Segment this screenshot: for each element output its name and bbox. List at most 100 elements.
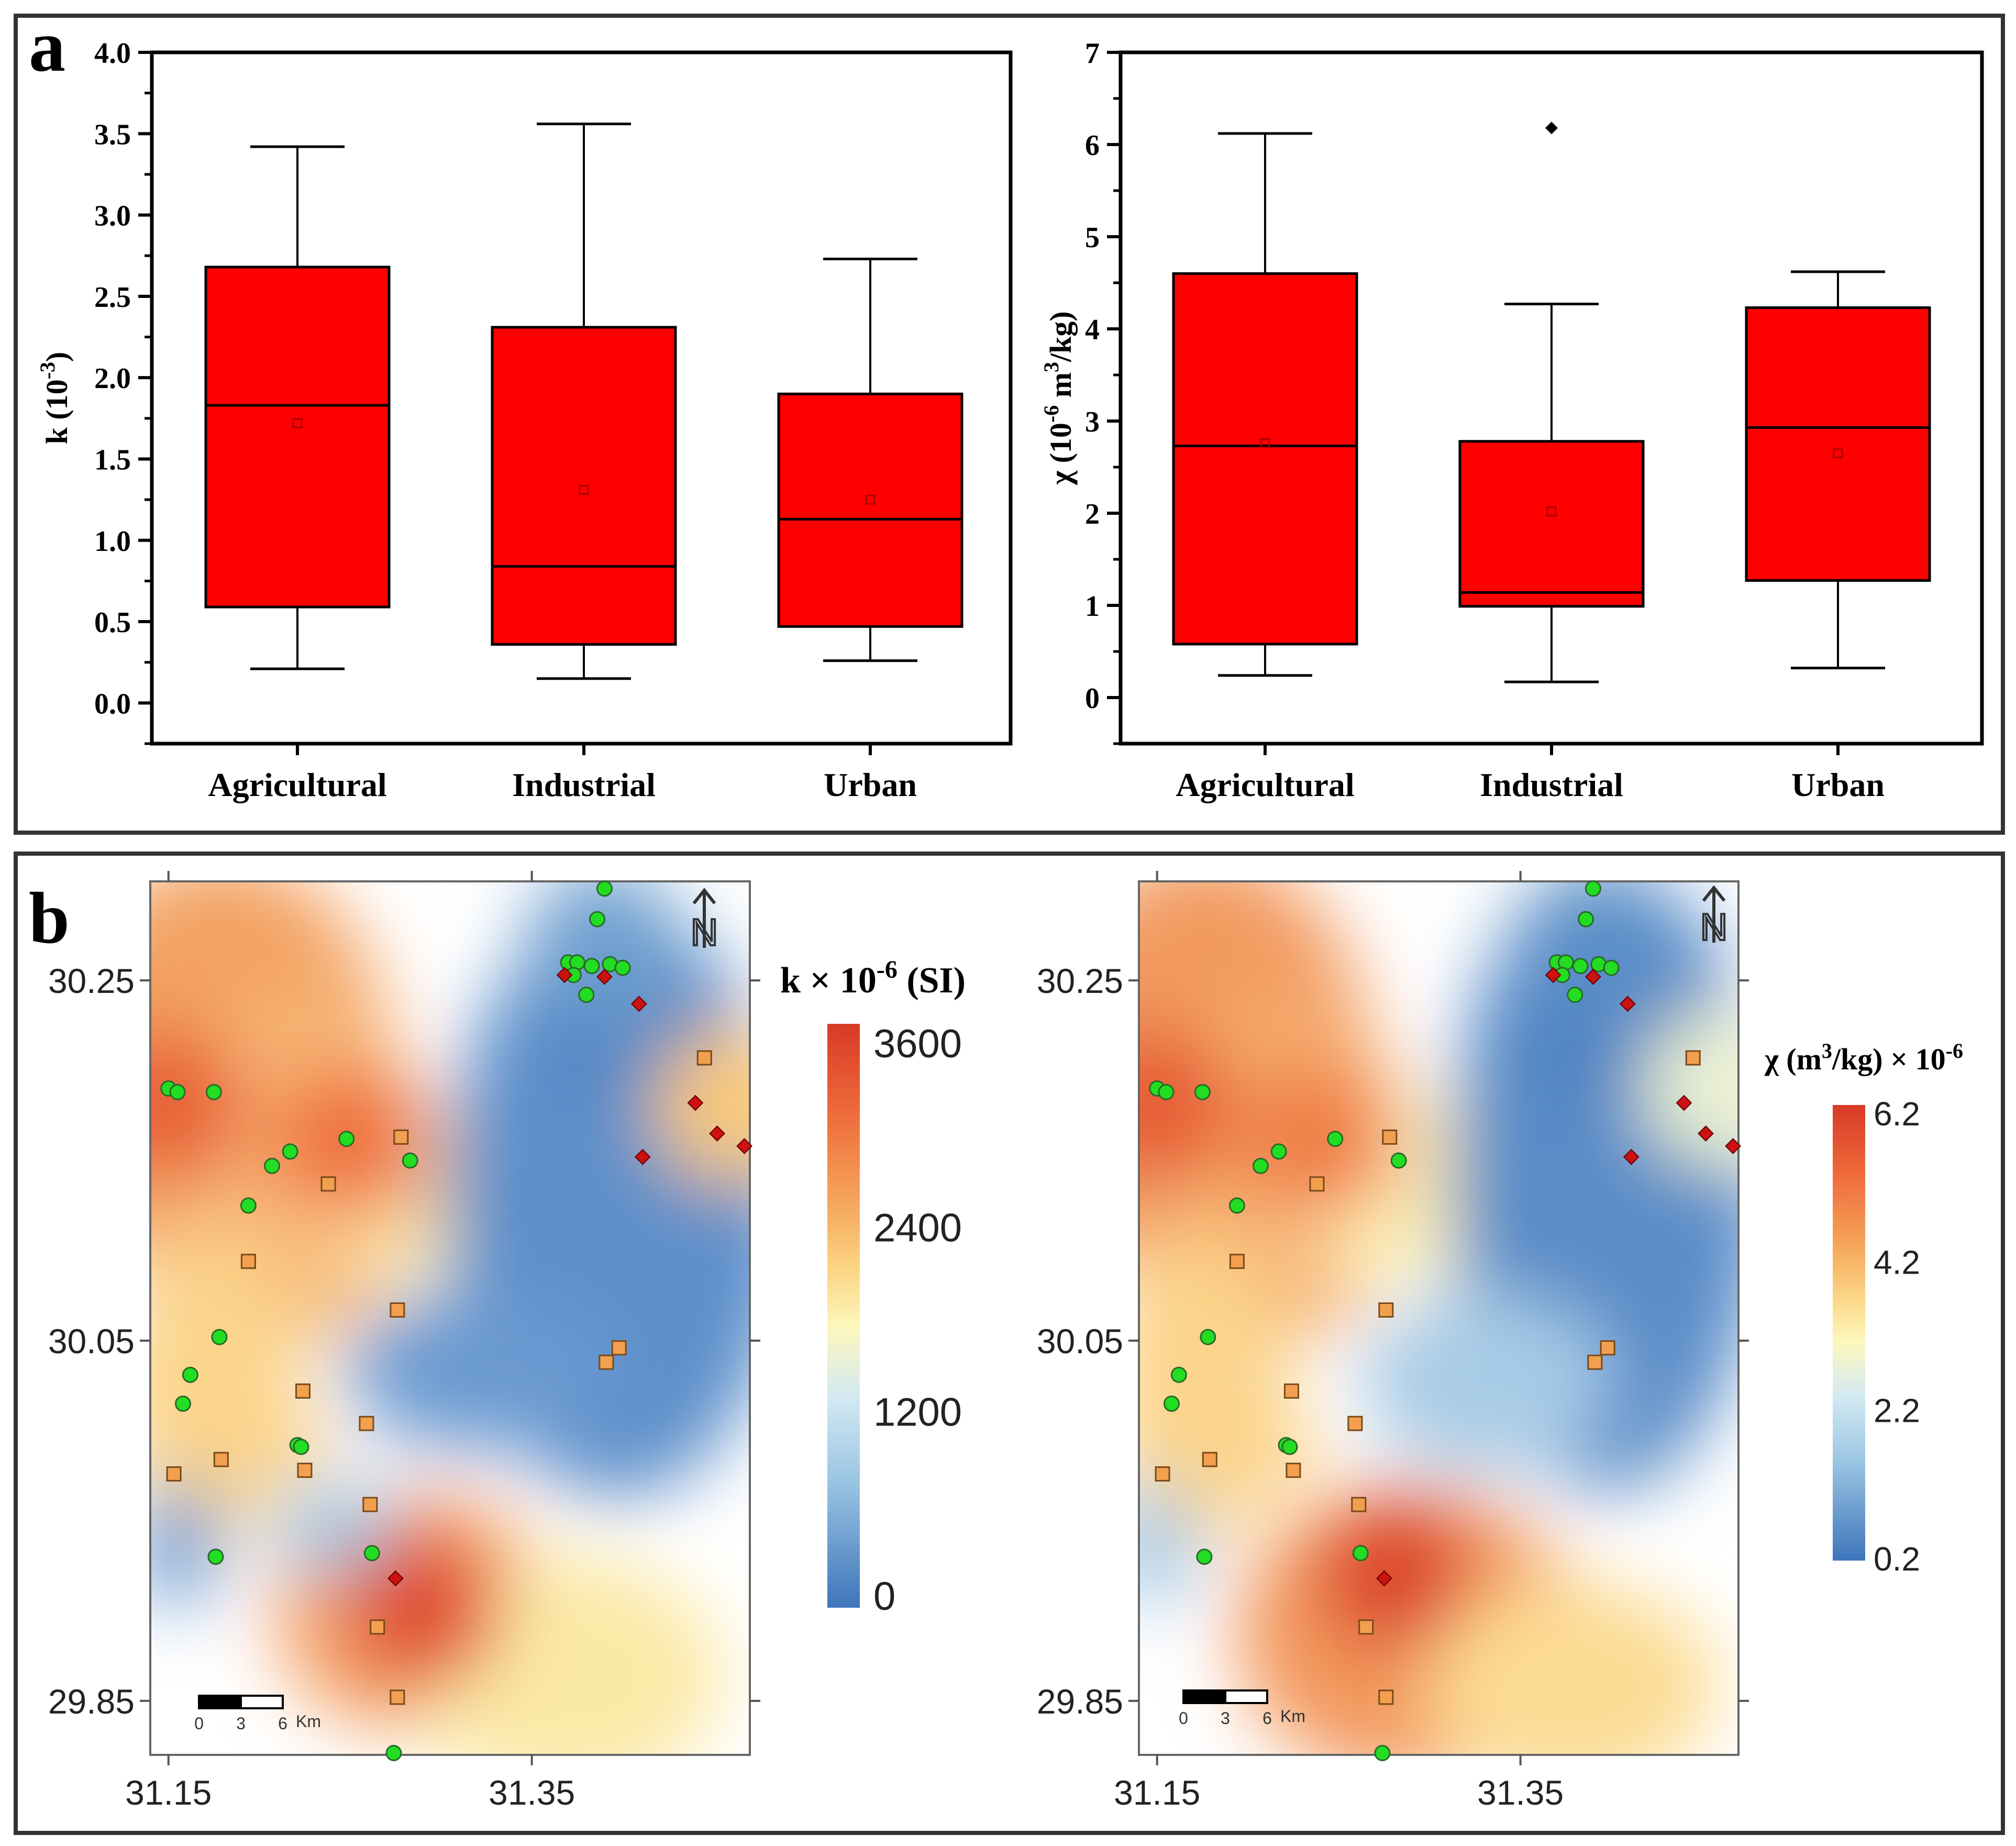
map-chi-scale-bar: 0 3 6 Km [1179,1689,1305,1728]
map-hotspot [1139,1027,1236,1185]
panel-b-letter: b [29,878,70,959]
box-iqr [204,266,391,609]
site-industrial [370,1619,385,1635]
site-agricultural [1352,1545,1369,1562]
mapC-lat-label: 30.05 [1037,1322,1123,1361]
site-urban [1376,1570,1392,1587]
map-k-scale-tick-0: 0 [194,1714,204,1733]
site-industrial [297,1463,313,1478]
box-mean-marker [1546,506,1557,516]
site-agricultural [1572,958,1589,975]
site-industrial [1286,1463,1301,1478]
site-urban [1725,1138,1742,1154]
site-industrial [1229,1254,1245,1269]
box-mean-marker [1260,438,1270,448]
site-agricultural [1603,959,1620,976]
map-field-blob [1424,1582,1718,1755]
site-industrial [1351,1497,1367,1512]
site-industrial [295,1383,311,1399]
site-agricultural [207,1549,224,1565]
map-k-legend-title: k × 10-6 (SI) [780,956,966,1001]
mapK-lat-label: 29.85 [48,1682,135,1721]
site-industrial [1309,1176,1325,1192]
map-hotspot [653,1027,750,1185]
boxplot-k: k (10-3) 0.0 0.5 1.0 1.5 2.0 2.5 3.0 3.5 4.0 Agr… [36,37,1013,803]
site-industrial [240,1254,256,1269]
map-chi: 30.25 30.05 29.85 31.15 31.35 N 0 3 6 Km χ (… [1037,871,1963,1812]
site-industrial [1382,1129,1398,1145]
bp1-ytick-label: 4.0 [94,37,131,70]
site-industrial [696,1050,712,1066]
box-mean-marker [579,484,589,495]
mapK-lat-label: 30.25 [48,961,135,1000]
mapC-lon-label: 31.35 [1477,1773,1564,1812]
site-agricultural [211,1329,228,1345]
bp1-xlabel-urban: Urban [824,766,917,803]
site-industrial [1587,1354,1603,1370]
mapC-lat-label: 30.25 [1037,961,1123,1000]
bp1-xlabel-industrial: Industrial [512,766,656,803]
map-chi-legend-title: χ (m3/kg) × 10-6 [1764,1039,1963,1076]
map-hotspot [1514,881,1672,1023]
site-agricultural [363,1545,380,1562]
site-agricultural [1196,1549,1213,1565]
mapC-legend-tick-label: 4.2 [1874,1243,1920,1281]
site-agricultural [293,1439,309,1455]
site-industrial [611,1340,627,1356]
site-urban [687,1095,704,1111]
box-iqr [1745,306,1931,582]
site-agricultural [240,1197,257,1214]
site-agricultural [402,1152,418,1169]
panel-b-frame [14,852,2005,1835]
site-agricultural [1200,1329,1216,1345]
site-urban [1585,968,1601,985]
map-k-scale-tick-6: 6 [278,1714,287,1733]
bp2-ytick-label: 2 [1085,498,1100,530]
site-industrial [1600,1340,1615,1356]
bp1-box-agricultural [204,145,391,670]
mapK-lon-label: 31.35 [489,1773,575,1812]
bp1-ytick-label: 1.0 [94,525,131,558]
map-hotspot [1242,1064,1399,1221]
site-agricultural [263,1157,280,1174]
north-arrow-icon: N [1699,885,1729,949]
bp1-xlabel-agricultural: Agricultural [208,766,386,803]
bp2-ytick-label: 5 [1085,222,1100,254]
box-iqr [1458,440,1645,608]
site-agricultural [338,1131,355,1147]
map-hotspot [344,1532,502,1689]
site-agricultural [169,1084,186,1100]
bp2-box-industrial [1458,121,1645,683]
site-industrial [359,1416,374,1431]
map-hotspot [150,1027,247,1185]
site-agricultural [1281,1439,1298,1455]
map-hotspot [1642,1010,1738,1167]
map-field-blob [1139,1231,1288,1545]
site-urban [1676,1095,1692,1111]
map-k-scale-tick-3: 3 [236,1714,246,1733]
mapK-lon-label: 31.15 [125,1773,212,1812]
boxplot-chi-ylabel: χ (10-6 m3/kg) [1039,311,1078,485]
site-agricultural [1567,987,1583,1003]
panel-a-frame [14,14,2005,835]
box-mean-marker [865,494,876,505]
map-hotspot [526,881,683,1023]
mapK-legend-tick-label: 3600 [873,1022,962,1066]
site-agricultural [1578,911,1594,927]
mapC-lat-label: 29.85 [1037,1682,1123,1721]
site-urban [556,967,573,983]
site-agricultural [596,880,613,897]
bp1-box-industrial [491,123,677,680]
map-chi-scale-tick-3: 3 [1221,1709,1230,1728]
site-agricultural [614,959,631,976]
bp1-ytick-label: 1.5 [94,444,131,476]
site-urban [1619,996,1636,1012]
mapK-legend-tick-label: 2400 [873,1206,962,1251]
site-urban [736,1138,753,1154]
box-mean-marker [1833,448,1843,459]
map-k-frame [149,880,751,1756]
site-agricultural [1374,1745,1391,1762]
bp2-ytick-label: 6 [1085,129,1100,162]
site-industrial [1358,1619,1374,1635]
